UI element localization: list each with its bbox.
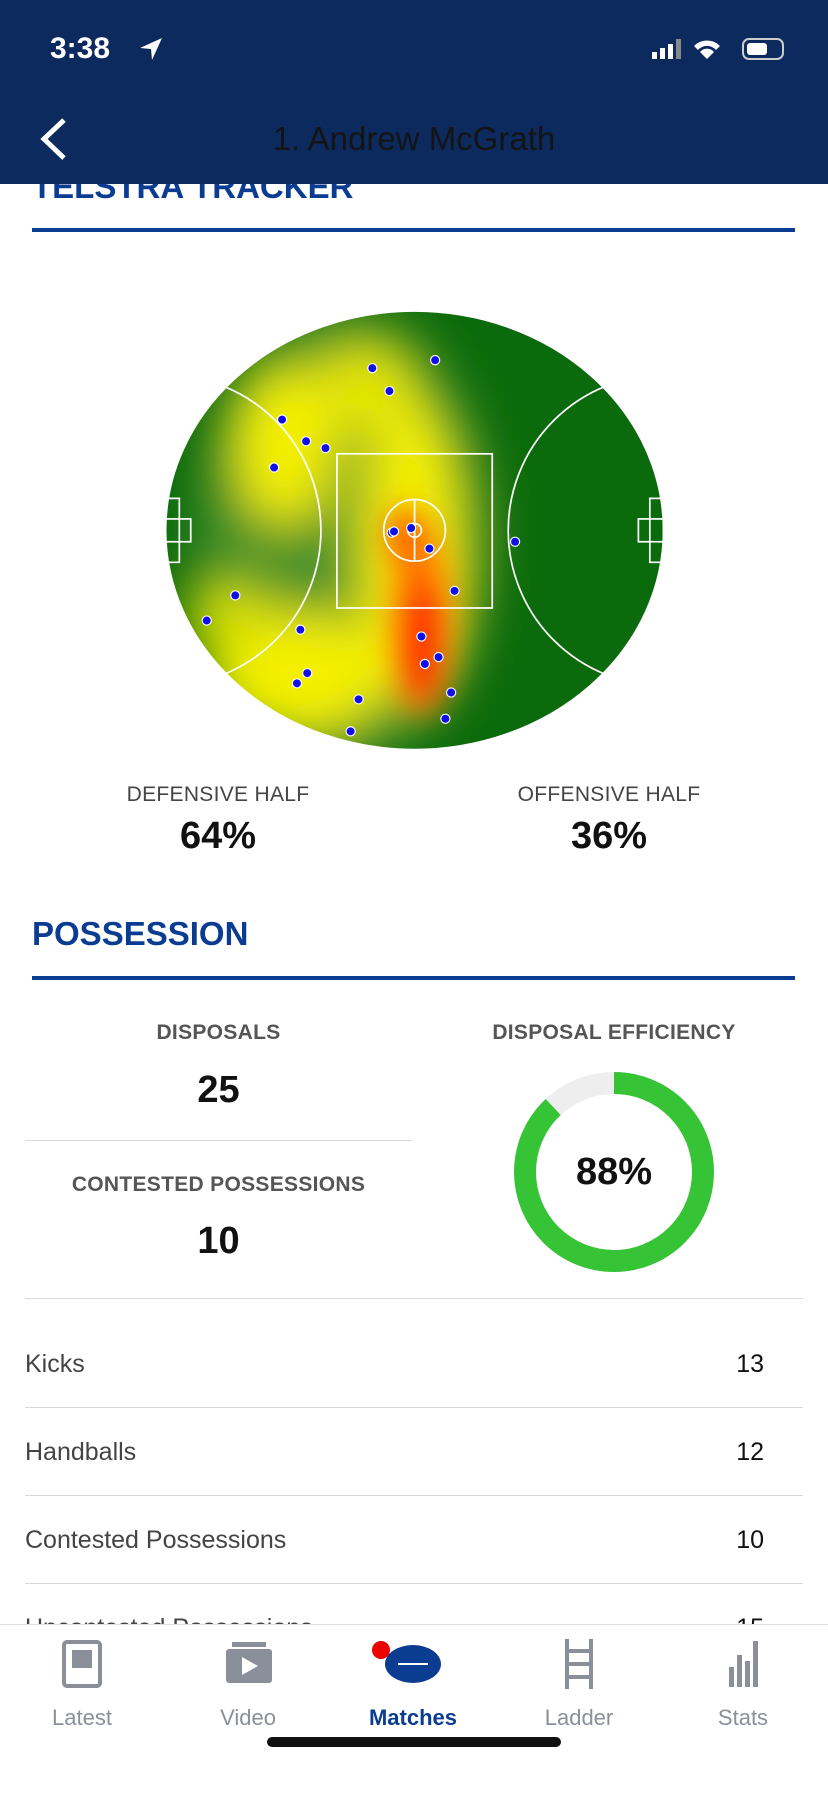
divider (25, 1583, 803, 1584)
tab-icons (62, 1639, 758, 1689)
half-label: OFFENSIVE HALF (517, 783, 701, 806)
section-title: POSSESSION (32, 915, 249, 952)
tab[interactable]: Latest (52, 1705, 112, 1730)
status-time: 3:38 (50, 32, 111, 65)
half-value: 64% (179, 815, 257, 857)
header: 3:38 1. Andrew McGrath (0, 0, 828, 184)
row-label: Contested Possessions (25, 1526, 287, 1554)
tab[interactable]: Video (220, 1705, 276, 1730)
row-value: 10 (736, 1526, 764, 1554)
status-icons (652, 38, 784, 60)
stat-label: DISPOSAL EFFICIENCY (492, 1021, 736, 1044)
row-value: 13 (736, 1350, 764, 1378)
half-value: 36% (570, 815, 648, 857)
stat-label: CONTESTED POSSESSIONS (71, 1173, 366, 1196)
divider (25, 1407, 803, 1408)
tab[interactable]: Stats (717, 1705, 769, 1730)
divider (25, 1298, 803, 1299)
efficiency-ring: 88% (514, 1072, 714, 1272)
stat-value: 25 (197, 1069, 240, 1111)
back-button[interactable] (36, 116, 72, 162)
half-label: DEFENSIVE HALF (126, 783, 310, 806)
stat-label: DISPOSALS (156, 1021, 281, 1044)
divider (25, 1140, 412, 1141)
row-label: Kicks (25, 1350, 85, 1378)
row-value: 12 (736, 1438, 764, 1466)
page-title: 1. Andrew McGrath (272, 120, 556, 157)
section-rule (32, 228, 795, 232)
ring-arc (514, 1072, 714, 1272)
tab[interactable]: Matches (368, 1705, 458, 1730)
location-icon (140, 38, 162, 60)
row-label: Handballs (25, 1438, 137, 1466)
stat-value: 10 (197, 1220, 240, 1262)
divider (25, 1495, 803, 1496)
ring-label: 88% (576, 1151, 652, 1193)
heatmap (164, 310, 665, 751)
section-rule (32, 976, 795, 980)
home-indicator (267, 1737, 561, 1747)
tab-bar: Latest Video Matches Ladder Stats (0, 1624, 828, 1793)
tab[interactable]: Ladder (544, 1705, 614, 1730)
